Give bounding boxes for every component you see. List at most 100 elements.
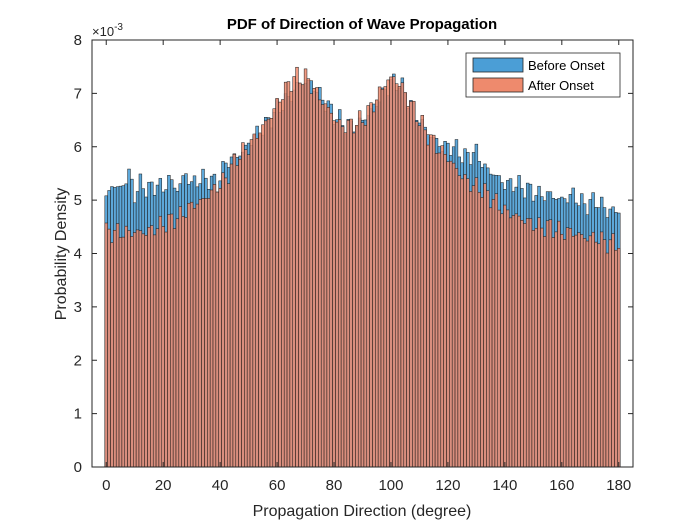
bar-after-143 [511, 215, 516, 468]
bar-after-38 [212, 184, 217, 468]
bar-after-156 [548, 219, 553, 468]
y-axis-ticks: 0 1 2 3 4 5 6 7 8 [74, 32, 633, 476]
bar-after-123 [454, 168, 459, 468]
bar-after-41 [221, 172, 225, 468]
bar-after-93 [369, 102, 373, 468]
bar-after-100 [389, 76, 393, 468]
bar-after-130 [474, 177, 479, 468]
y-tick-label-1: 1 [74, 406, 82, 423]
bar-after-112 [423, 129, 427, 468]
bar-after-90 [360, 122, 365, 468]
bar-after-23 [170, 213, 174, 468]
bar-after-120 [446, 161, 450, 468]
bar-after-46 [235, 165, 239, 468]
bar-after-84 [343, 132, 348, 468]
bar-after-99 [386, 79, 390, 468]
bar-after-159 [557, 220, 561, 468]
bar-after-139 [500, 213, 504, 468]
bar-after-3 [113, 229, 117, 468]
bar-after-146 [520, 220, 524, 468]
bar-after-164 [571, 235, 575, 468]
y-tick-label-2: 2 [74, 352, 82, 369]
series-after-onset [104, 66, 621, 468]
bar-after-63 [283, 81, 288, 468]
bar-after-4 [115, 223, 120, 468]
bar-after-65 [289, 91, 293, 468]
bar-after-114 [429, 134, 433, 468]
bar-after-121 [449, 160, 453, 468]
bar-after-135 [488, 207, 493, 468]
bar-after-1 [107, 228, 111, 468]
bar-after-69 [301, 84, 305, 468]
bar-after-5 [118, 237, 123, 468]
bar-after-77 [323, 103, 328, 468]
legend-swatch-before-onset [472, 57, 524, 73]
bar-after-56 [264, 120, 268, 468]
bar-after-26 [178, 206, 182, 468]
bar-after-132 [480, 197, 484, 468]
bar-after-30 [189, 201, 194, 468]
bar-after-49 [244, 149, 248, 468]
bar-after-145 [517, 215, 521, 468]
chart-title: PDF of Direction of Wave Propagation [227, 16, 497, 33]
bar-after-147 [523, 223, 527, 468]
x-axis-label: Propagation Direction (degree) [253, 503, 472, 520]
bar-after-42 [224, 177, 228, 468]
bar-after-131 [477, 192, 481, 468]
bar-after-62 [281, 99, 285, 468]
bar-after-53 [255, 138, 259, 468]
x-axis-ticks: 0 20 40 60 80 100 120 140 160 180 [102, 40, 631, 494]
bar-after-70 [303, 68, 308, 468]
bar-after-43 [227, 183, 231, 468]
bar-after-142 [508, 217, 513, 468]
bar-after-170 [588, 235, 592, 468]
y-tick-label-3: 3 [74, 299, 82, 316]
bar-after-150 [531, 230, 536, 468]
bar-after-111 [420, 115, 424, 468]
bar-after-97 [380, 88, 385, 468]
exponent-label: ×10-3 [92, 22, 123, 39]
bar-after-141 [506, 209, 510, 468]
bar-after-179 [614, 249, 618, 468]
bar-after-89 [357, 110, 362, 468]
bar-after-24 [172, 228, 177, 468]
bar-after-91 [363, 125, 368, 468]
bar-after-160 [560, 233, 564, 468]
bar-after-106 [406, 106, 410, 468]
bar-after-178 [611, 233, 615, 468]
bar-after-98 [383, 86, 387, 468]
y-tick-label-4: 4 [74, 246, 82, 263]
bar-after-148 [525, 218, 530, 468]
bar-after-0 [104, 222, 108, 468]
bar-after-163 [568, 228, 573, 468]
bar-after-158 [554, 231, 558, 468]
bar-after-75 [318, 99, 322, 468]
bar-after-86 [349, 118, 353, 468]
bar-after-17 [152, 234, 157, 468]
bar-after-105 [403, 92, 407, 468]
bar-after-124 [457, 175, 461, 468]
bar-after-102 [394, 83, 399, 468]
bar-after-13 [141, 233, 145, 468]
bar-after-9 [130, 236, 134, 468]
exponent-base: ×10 [92, 24, 114, 39]
bar-after-68 [298, 82, 302, 468]
bar-after-136 [491, 199, 496, 468]
bar-after-64 [286, 81, 291, 468]
bar-after-48 [241, 142, 245, 468]
bar-after-73 [312, 88, 316, 468]
bar-after-60 [275, 98, 279, 468]
bar-after-20 [161, 226, 165, 468]
bar-after-174 [600, 231, 604, 468]
y-tick-label-6: 6 [74, 139, 82, 156]
bar-after-137 [494, 193, 498, 468]
bar-after-96 [377, 86, 382, 468]
x-tick-label-160: 160 [549, 477, 574, 494]
bar-after-108 [412, 100, 416, 468]
bar-after-59 [272, 108, 276, 468]
bar-after-54 [258, 132, 262, 468]
legend-label-after-onset: After Onset [528, 78, 594, 93]
bar-after-95 [375, 99, 379, 468]
bar-after-52 [252, 133, 256, 468]
